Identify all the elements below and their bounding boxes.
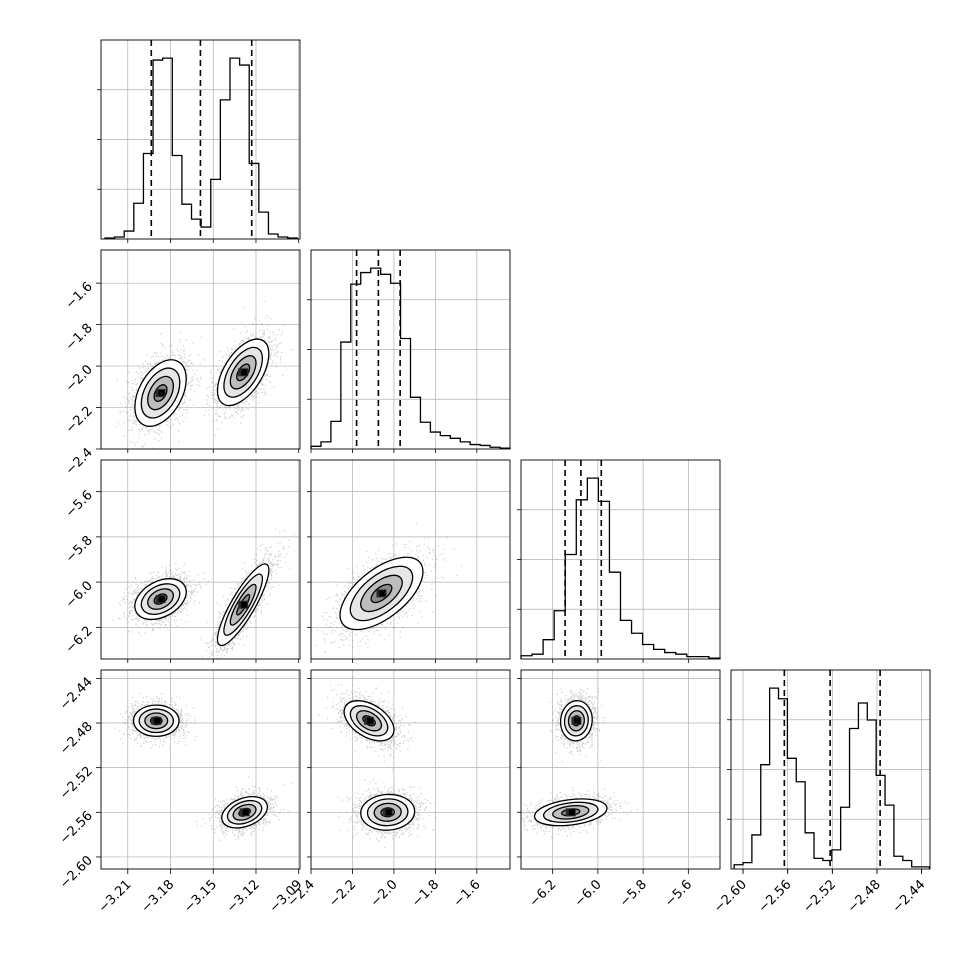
panel-frame-3-1 bbox=[310, 669, 511, 870]
y-tick-label-3-0: −2.60 bbox=[57, 853, 96, 892]
x-tick-label-3-4: −2.44 bbox=[890, 877, 929, 916]
histogram-panel-2 bbox=[517, 460, 721, 663]
density-peak-1-0-1 bbox=[241, 369, 248, 376]
scatter-panel-3-1 bbox=[311, 670, 510, 869]
panel-frame-1-1 bbox=[310, 249, 511, 450]
density-peak-3-2-0 bbox=[574, 717, 581, 724]
y-tick-label-3-2: −2.52 bbox=[57, 764, 96, 803]
panel-frame-0-0 bbox=[100, 39, 301, 240]
panel-frame-1-0 bbox=[100, 249, 301, 450]
histogram-panel-3 bbox=[727, 670, 931, 873]
y-tick-label-3-4: −2.44 bbox=[57, 675, 96, 714]
histogram-panel-1 bbox=[307, 250, 511, 453]
x-tick-label-3-1: −2.56 bbox=[756, 877, 795, 916]
y-tick-label-1-3: −1.8 bbox=[63, 321, 96, 354]
panel-frame-2-0 bbox=[100, 459, 301, 660]
density-peak-2-0-1 bbox=[241, 601, 248, 608]
x-tick-label-3-3: −2.48 bbox=[845, 877, 884, 916]
histogram-line-3 bbox=[733, 687, 931, 869]
density-peak-3-0-0 bbox=[154, 717, 161, 724]
y-tick-label-2-3: −5.6 bbox=[63, 488, 96, 521]
histogram-line-2 bbox=[520, 477, 721, 659]
x-tick-label-1-4: −1.6 bbox=[451, 877, 484, 910]
panel-frame-3-0 bbox=[100, 669, 301, 870]
y-tick-label-2-1: −6.0 bbox=[63, 578, 96, 611]
density-peak-2-1-0 bbox=[379, 590, 386, 597]
x-tick-label-3-0: −2.60 bbox=[711, 877, 750, 916]
x-tick-label-2-1: −6.0 bbox=[572, 877, 605, 910]
x-tick-label-2-3: −5.6 bbox=[662, 877, 695, 910]
y-tick-label-2-0: −6.2 bbox=[63, 624, 96, 657]
y-tick-label-1-0: −2.4 bbox=[63, 445, 96, 478]
density-peak-3-1-1 bbox=[385, 809, 392, 816]
y-tick-label-3-3: −2.48 bbox=[57, 719, 96, 758]
x-tick-label-0-0: −3.21 bbox=[96, 877, 135, 916]
y-tick-label-1-1: −2.2 bbox=[63, 404, 96, 437]
histogram-panel-0 bbox=[97, 40, 300, 243]
x-tick-label-0-1: −3.18 bbox=[139, 877, 178, 916]
y-tick-label-1-4: −1.6 bbox=[63, 279, 96, 312]
panel-frame-2-1 bbox=[310, 459, 511, 660]
scatter-panel-2-1 bbox=[311, 460, 510, 659]
x-tick-label-2-0: −6.2 bbox=[527, 877, 560, 910]
x-tick-label-0-3: −3.12 bbox=[224, 877, 263, 916]
x-tick-label-1-2: −2.0 bbox=[368, 877, 401, 910]
scatter-panel-3-2 bbox=[521, 670, 720, 869]
x-tick-label-2-2: −5.8 bbox=[617, 877, 650, 910]
y-tick-label-1-2: −2.0 bbox=[63, 362, 96, 395]
panel-frame-3-3 bbox=[730, 669, 931, 870]
x-tick-label-1-1: −2.2 bbox=[326, 877, 359, 910]
density-peak-3-2-1 bbox=[568, 809, 575, 816]
density-peak-3-1-0 bbox=[367, 717, 374, 724]
scatter-panel-2-0 bbox=[101, 460, 300, 659]
x-tick-label-0-2: −3.15 bbox=[181, 877, 220, 916]
x-tick-label-3-2: −2.52 bbox=[800, 877, 839, 916]
scatter-panel-1-0 bbox=[101, 250, 300, 449]
panel-frame-2-2 bbox=[520, 459, 721, 660]
histogram-line-1 bbox=[310, 267, 511, 449]
density-peak-2-0-0 bbox=[158, 596, 165, 603]
scatter-panel-3-0 bbox=[101, 670, 300, 869]
panel-frame-3-2 bbox=[520, 669, 721, 870]
y-tick-label-3-1: −2.56 bbox=[57, 809, 96, 848]
density-peak-1-0-0 bbox=[158, 390, 165, 397]
y-tick-label-2-2: −5.8 bbox=[63, 533, 96, 566]
x-tick-label-1-3: −1.8 bbox=[409, 877, 442, 910]
density-peak-3-0-1 bbox=[242, 809, 249, 816]
